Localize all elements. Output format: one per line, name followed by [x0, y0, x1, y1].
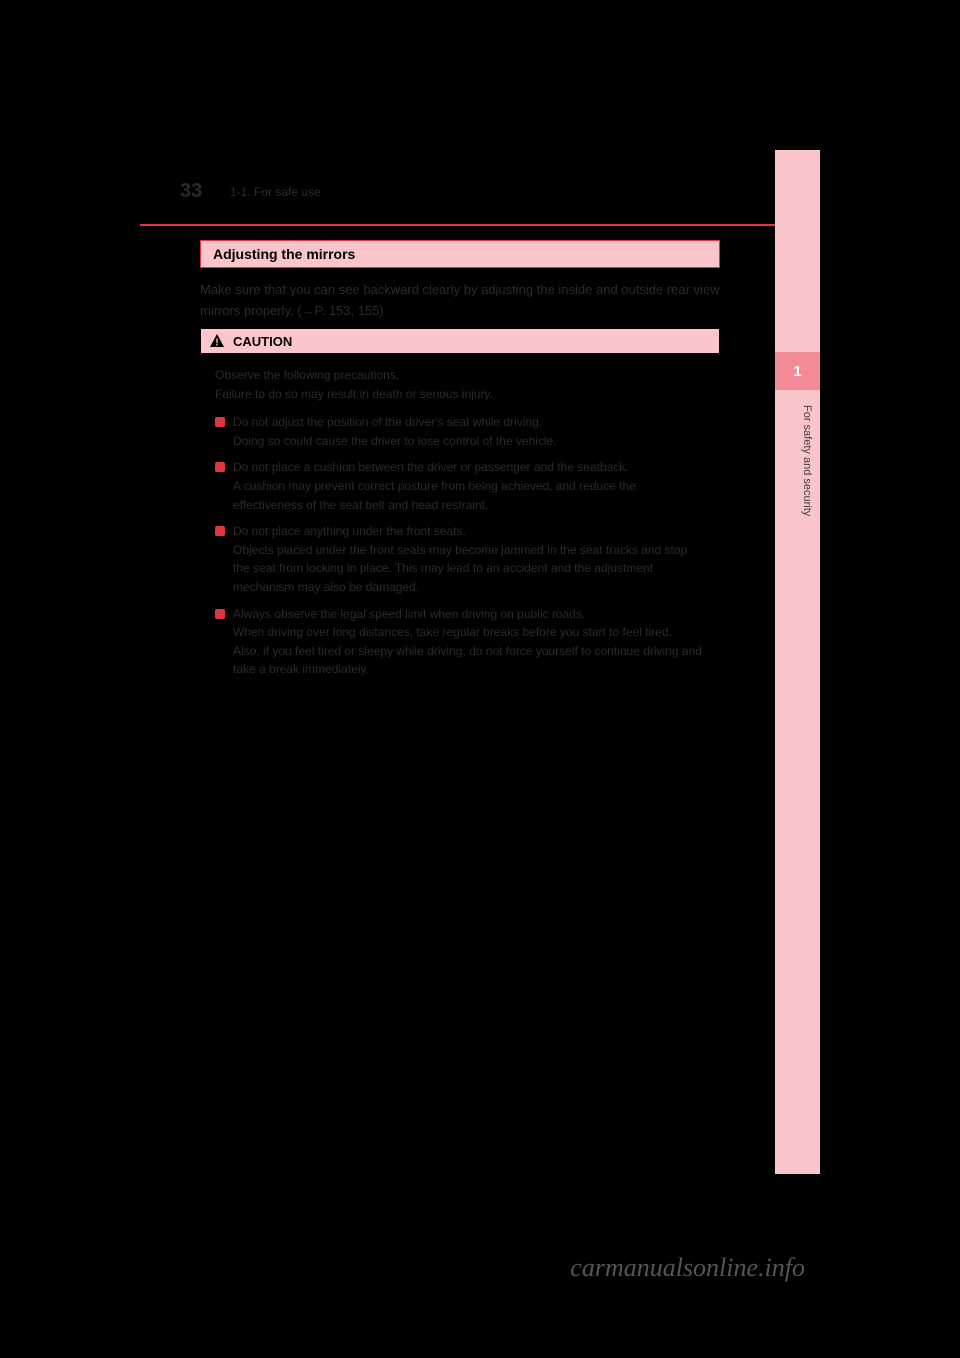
svg-text:!: ! — [215, 338, 218, 349]
section-title: Adjusting the mirrors — [213, 246, 355, 262]
sidebar-label: For safety and security — [783, 405, 813, 516]
warning-icon: ! — [209, 333, 225, 349]
sidebar — [775, 150, 820, 1174]
sidebar-chapter-tab: 1 — [775, 352, 820, 390]
caution-box: ! CAUTION Observe the following precauti… — [200, 328, 720, 608]
bullet-icon — [215, 462, 225, 472]
bullet-icon — [215, 609, 225, 619]
caution-item-text: Do not place anything under the front se… — [233, 522, 705, 596]
caution-body: Observe the following precautions.Failur… — [201, 354, 719, 699]
caution-header: ! CAUTION — [201, 329, 719, 354]
section-body: Make sure that you can see backward clea… — [200, 280, 720, 322]
page-number: 33 — [180, 180, 202, 203]
bullet-icon — [215, 526, 225, 536]
bullet-icon — [215, 417, 225, 427]
caution-item: Do not place a cushion between the drive… — [215, 458, 705, 514]
caution-item: Do not adjust the position of the driver… — [215, 413, 705, 450]
caution-item-text: Always observe the legal speed limit whe… — [233, 605, 705, 679]
divider-line — [140, 224, 785, 226]
caution-item: Do not place anything under the front se… — [215, 522, 705, 596]
section-header: Adjusting the mirrors — [201, 241, 719, 267]
watermark: carmanualsonline.info — [570, 1253, 805, 1283]
breadcrumb: 1-1. For safe use — [230, 185, 321, 199]
caution-item: Always observe the legal speed limit whe… — [215, 605, 705, 679]
caution-label: CAUTION — [233, 334, 292, 349]
caution-item-text: Do not adjust the position of the driver… — [233, 413, 705, 450]
caution-intro: Observe the following precautions.Failur… — [215, 366, 705, 403]
caution-item-text: Do not place a cushion between the drive… — [233, 458, 705, 514]
